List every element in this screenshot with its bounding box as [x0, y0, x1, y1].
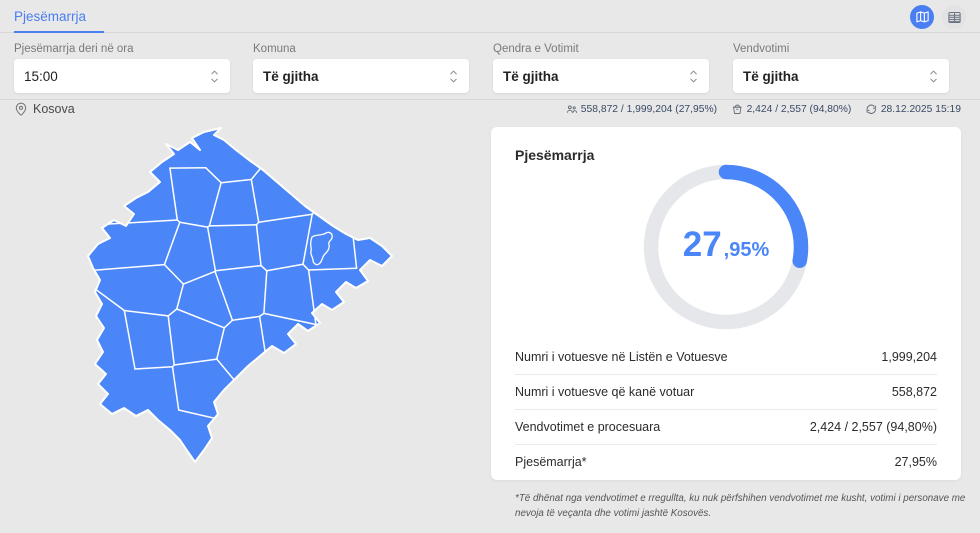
- svg-text:27,95%: 27,95%: [683, 225, 770, 264]
